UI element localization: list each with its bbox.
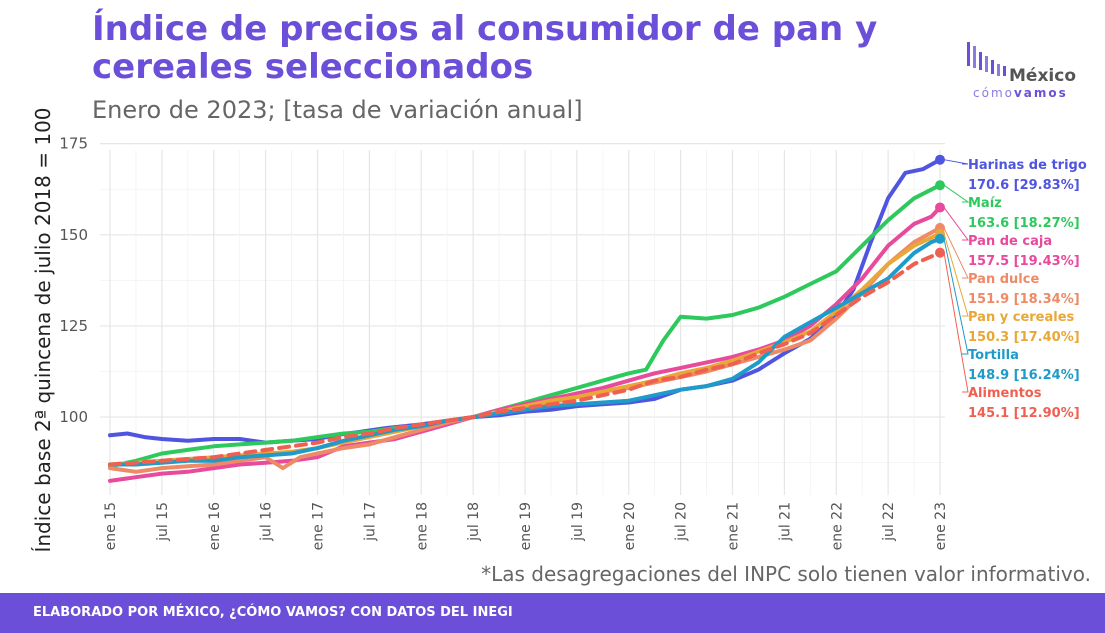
series-name-label: Pan y cereales bbox=[968, 310, 1075, 325]
series-line bbox=[108, 183, 942, 469]
chart-grid bbox=[100, 143, 945, 495]
mexico-como-vamos-logo: México cómovamos bbox=[965, 40, 1085, 102]
line-chart: 100 125 150 175 ene 15 jul 15 ene 16 jul 16 ene … bbox=[31, 107, 1087, 552]
chart-subtitle: Enero de 2023; [tasa de variación anual] bbox=[92, 96, 583, 124]
x-tick-label: ene 17 bbox=[311, 502, 327, 550]
x-tick-label: ene 22 bbox=[829, 502, 845, 550]
leader-line bbox=[943, 252, 969, 393]
chart-series bbox=[108, 154, 945, 483]
series-endpoint bbox=[935, 180, 945, 191]
y-tick-label: 125 bbox=[59, 317, 88, 335]
x-tick-label: ene 21 bbox=[726, 502, 742, 550]
logo-tagline-b: vamos bbox=[1013, 86, 1068, 100]
x-tick-label: ene 19 bbox=[518, 502, 534, 550]
x-tick-label: ene 16 bbox=[207, 502, 223, 550]
y-tick-label: 100 bbox=[59, 408, 88, 426]
series-value-label: 157.5 [19.43%] bbox=[968, 254, 1080, 269]
x-tick-label: jul 20 bbox=[674, 502, 690, 542]
y-tick-label: 150 bbox=[59, 226, 88, 244]
series-name-label: Tortilla bbox=[968, 348, 1019, 363]
series-value-label: 163.6 [18.27%] bbox=[968, 216, 1080, 231]
series-name-label: Harinas de trigo bbox=[968, 158, 1087, 173]
leader-line bbox=[943, 238, 969, 355]
series-value-label: 151.9 [18.34%] bbox=[968, 292, 1080, 307]
x-tick-label: jul 22 bbox=[881, 502, 897, 542]
leader-line bbox=[943, 159, 969, 165]
x-tick-label: jul 18 bbox=[466, 502, 482, 542]
series-value-label: 145.1 [12.90%] bbox=[968, 406, 1080, 421]
x-tick-label: jul 16 bbox=[259, 502, 275, 542]
series-value-label: 148.9 [16.24%] bbox=[968, 368, 1080, 383]
y-axis-label: Índice base 2ª quincena de julio 2018 = … bbox=[31, 107, 55, 552]
series-value-label: 170.6 [29.83%] bbox=[968, 178, 1080, 193]
logo-bars-icon bbox=[967, 42, 1006, 76]
x-tick-label: ene 20 bbox=[622, 502, 638, 550]
chart-end-labels: Harinas de trigo 170.6 [29.83%] Maíz 163.6 … bbox=[943, 158, 1087, 421]
x-tick-label: ene 23 bbox=[933, 502, 949, 550]
x-tick-label: jul 21 bbox=[777, 502, 793, 542]
series-name-label: Pan dulce bbox=[968, 272, 1039, 287]
footer-text: ELABORADO POR MÉXICO, ¿CÓMO VAMOS? CON D… bbox=[33, 605, 513, 620]
logo-wordmark: México bbox=[1009, 66, 1076, 86]
logo-tagline-a: cómo bbox=[973, 86, 1014, 100]
x-tick-label: jul 19 bbox=[570, 502, 586, 542]
series-name-label: Alimentos bbox=[968, 386, 1042, 401]
logo-tagline: cómovamos bbox=[973, 86, 1068, 100]
x-tick-label: jul 17 bbox=[362, 502, 378, 542]
series-name-label: Maíz bbox=[968, 196, 1002, 211]
chart-axes: 100 125 150 175 ene 15 jul 15 ene 16 jul 16 ene … bbox=[31, 107, 949, 552]
x-tick-label: jul 15 bbox=[155, 502, 171, 542]
series-name-label: Pan de caja bbox=[968, 234, 1052, 249]
chart-title: Índice de precios al consumidor de pan y… bbox=[92, 9, 878, 87]
leader-line bbox=[943, 233, 969, 317]
footnote: *Las desagregaciones del INPC solo tiene… bbox=[481, 562, 1091, 586]
footer-banner: ELABORADO POR MÉXICO, ¿CÓMO VAMOS? CON D… bbox=[0, 593, 1105, 633]
series-endpoint bbox=[935, 247, 945, 258]
x-tick-label: ene 15 bbox=[103, 502, 119, 550]
series-line bbox=[108, 250, 942, 467]
series-endpoint bbox=[935, 154, 945, 165]
y-tick-label: 175 bbox=[59, 135, 88, 153]
leader-line bbox=[943, 227, 969, 279]
leader-line bbox=[943, 184, 970, 203]
leader-line bbox=[943, 207, 969, 241]
series-endpoint bbox=[935, 202, 945, 213]
series-endpoint bbox=[935, 233, 945, 244]
x-tick-label: ene 18 bbox=[414, 502, 430, 550]
series-value-label: 150.3 [17.40%] bbox=[968, 330, 1080, 345]
